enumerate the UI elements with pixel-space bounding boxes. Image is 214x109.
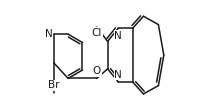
Text: Cl: Cl [92,28,102,38]
Text: O: O [93,66,101,76]
Text: N: N [114,70,122,80]
Text: N: N [114,31,122,41]
Text: Br: Br [48,80,59,90]
Text: N: N [45,29,53,39]
